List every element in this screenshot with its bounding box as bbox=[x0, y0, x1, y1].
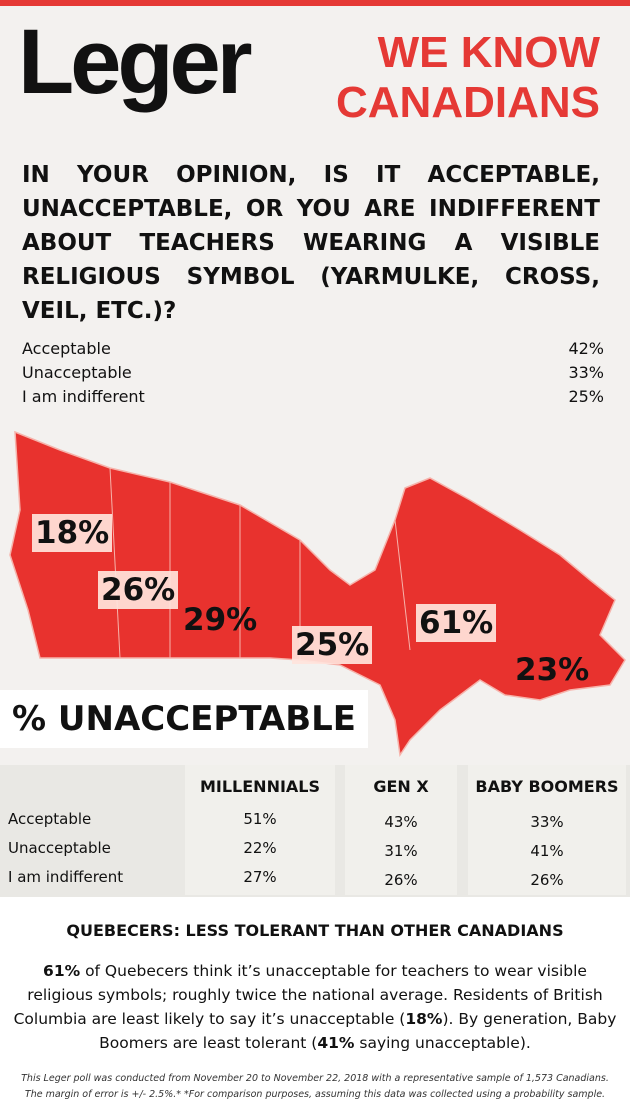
map-caption: % UNACCEPTABLE bbox=[0, 690, 369, 748]
column-header: GEN X bbox=[373, 777, 429, 796]
tagline: CANADIANS bbox=[336, 78, 600, 127]
table-cell: 33% bbox=[530, 813, 564, 831]
table-cell: 26% bbox=[384, 871, 418, 889]
result-label: Unacceptable bbox=[22, 363, 132, 382]
table-cell: 22% bbox=[243, 839, 277, 857]
paragraph-part: 18% bbox=[405, 1010, 443, 1028]
table-cell: 51% bbox=[243, 810, 277, 828]
map-label: 25% bbox=[292, 626, 373, 664]
tagline: WE KNOW bbox=[377, 28, 600, 77]
result-value: 33% bbox=[568, 363, 604, 382]
table-cell: 41% bbox=[530, 842, 564, 860]
summary-paragraph: 61% of Quebecers think it’s unacceptable… bbox=[10, 959, 620, 1055]
table-cell: 31% bbox=[384, 842, 418, 860]
result-value: 42% bbox=[568, 339, 604, 358]
table-cell: 26% bbox=[530, 871, 564, 889]
paragraph-part: saying unacceptable). bbox=[354, 1034, 531, 1052]
paragraph-part: ). By generation, Baby Boomers are least… bbox=[99, 1010, 617, 1052]
table-cell: 27% bbox=[243, 868, 277, 886]
column-panel bbox=[185, 765, 335, 895]
row-label: Unacceptable bbox=[8, 839, 111, 857]
map-label: 23% bbox=[515, 652, 590, 688]
table-cell: 43% bbox=[384, 813, 418, 831]
column-panel bbox=[468, 765, 626, 895]
paragraph-part: 61% bbox=[43, 962, 81, 980]
map-label: 26% bbox=[98, 571, 179, 609]
result-label: Acceptable bbox=[22, 339, 111, 358]
map-label: 29% bbox=[183, 602, 258, 638]
footnote: The margin of error is +/- 2.5%.* *For c… bbox=[24, 1089, 606, 1100]
map-label: 18% bbox=[32, 514, 113, 552]
column-panel bbox=[345, 765, 457, 895]
logo: Leger bbox=[18, 11, 253, 113]
paragraph-part: 41% bbox=[317, 1034, 355, 1052]
result-value: 25% bbox=[568, 387, 604, 406]
map-label: 61% bbox=[416, 604, 497, 642]
row-label: I am indifferent bbox=[8, 868, 124, 886]
province-border bbox=[109, 467, 411, 660]
summary: QUEBECERS: LESS TOLERANT THAN OTHER CANA… bbox=[0, 897, 630, 1112]
column-header: MILLENNIALS bbox=[199, 777, 321, 796]
column-header: BABY BOOMERS bbox=[475, 777, 619, 796]
question: IN YOUR OPINION, IS IT ACCEPTABLE, UNACC… bbox=[22, 162, 600, 324]
summary-heading: QUEBECERS: LESS TOLERANT THAN OTHER CANA… bbox=[66, 921, 564, 940]
footnote: This Leger poll was conducted from Novem… bbox=[21, 1073, 609, 1084]
paragraph-part: of Quebecers think it’s unacceptable for… bbox=[13, 962, 603, 1028]
generation-table: MILLENNIALS GEN X BABY BOOMERS Acceptable 51… bbox=[0, 765, 630, 897]
row-label: Acceptable bbox=[8, 810, 92, 828]
result-label: I am indifferent bbox=[22, 387, 145, 406]
top-bar bbox=[0, 0, 630, 6]
